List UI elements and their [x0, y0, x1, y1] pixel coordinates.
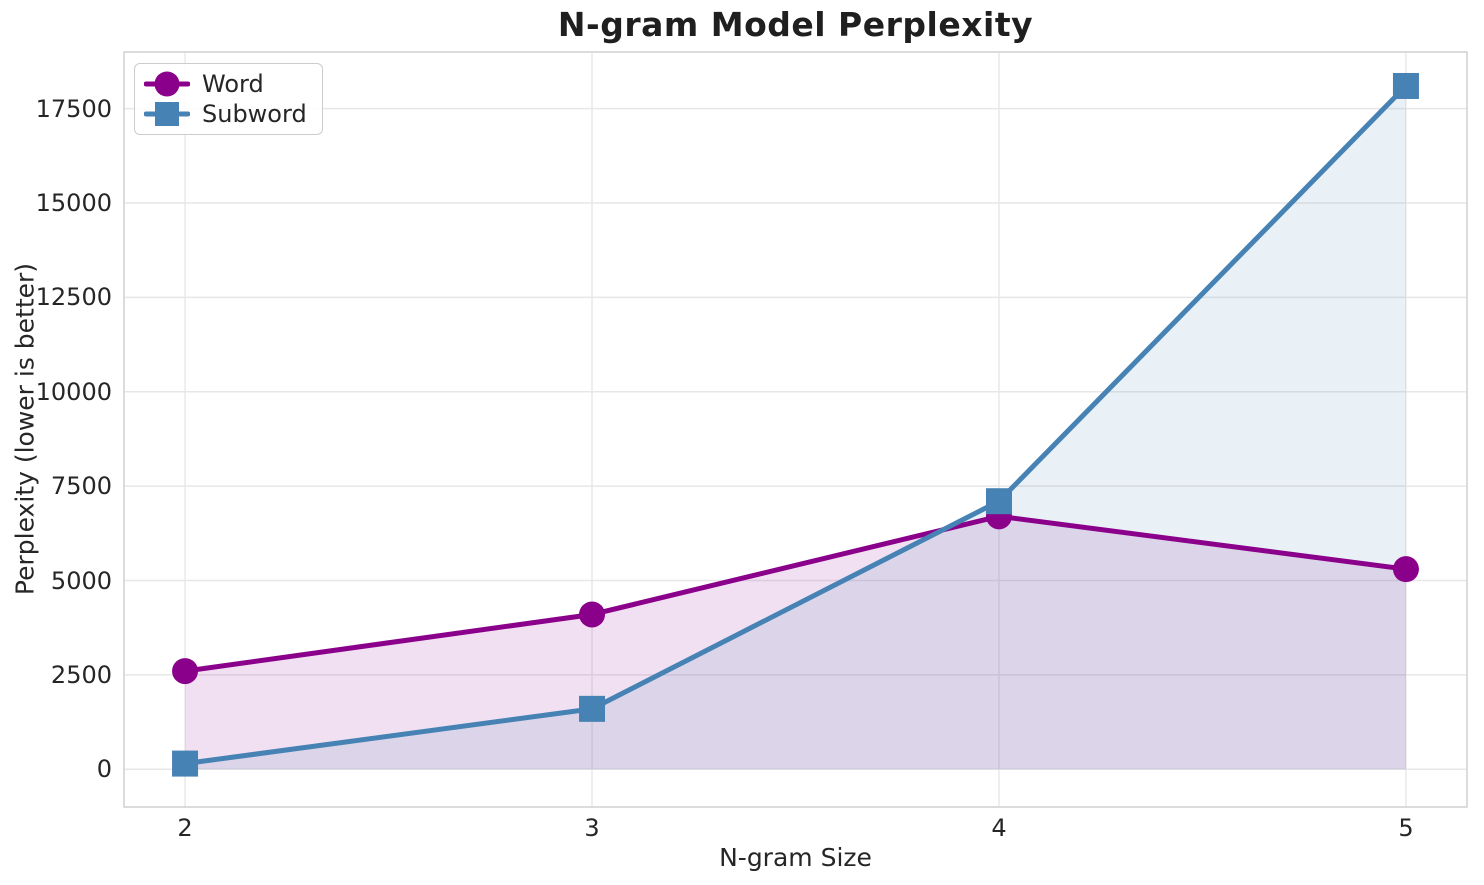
x-tick-label: 2 [177, 814, 193, 842]
legend-item-word: Word [144, 69, 307, 99]
data-point-word [172, 658, 199, 685]
y-axis-label: Perplexity (lower is better) [10, 262, 40, 596]
x-tick-label: 4 [991, 814, 1007, 842]
series-fill-subword [185, 85, 1406, 770]
axes-frame [123, 51, 1468, 808]
data-point-subword [985, 488, 1012, 515]
y-tick-label: 2500 [50, 660, 112, 689]
series-line-word [182, 513, 1409, 674]
x-axis-label: N-gram Size [719, 843, 872, 872]
data-point-word [579, 601, 606, 628]
legend-label: Subword [202, 100, 307, 128]
y-tick-label: 5000 [50, 566, 112, 595]
chart-title: N-gram Model Perplexity [557, 5, 1034, 44]
legend-marker [154, 71, 180, 97]
data-point-subword [579, 695, 606, 722]
y-tick-label: 12500 [35, 283, 112, 312]
data-point-word [1392, 556, 1419, 583]
data-point-subword [1392, 72, 1419, 99]
y-tick-label: 15000 [35, 189, 112, 217]
series-fill-word [185, 516, 1406, 770]
y-tick-label: 7500 [50, 472, 112, 501]
legend-marker [155, 102, 179, 126]
legend-label: Word [202, 70, 264, 98]
y-tick-label: 0 [96, 755, 112, 784]
legend-circle-marker-icon [144, 71, 190, 97]
x-tick-label: 3 [584, 814, 600, 842]
x-tick-label: 5 [1398, 814, 1414, 842]
data-point-subword [172, 750, 199, 777]
legend: Word Subword [134, 63, 323, 135]
series-line-subword [182, 83, 1409, 767]
legend-square-marker-icon [144, 102, 190, 126]
legend-item-subword: Subword [144, 99, 307, 129]
y-tick-label: 10000 [35, 377, 112, 406]
y-tick-label: 17500 [35, 94, 112, 123]
